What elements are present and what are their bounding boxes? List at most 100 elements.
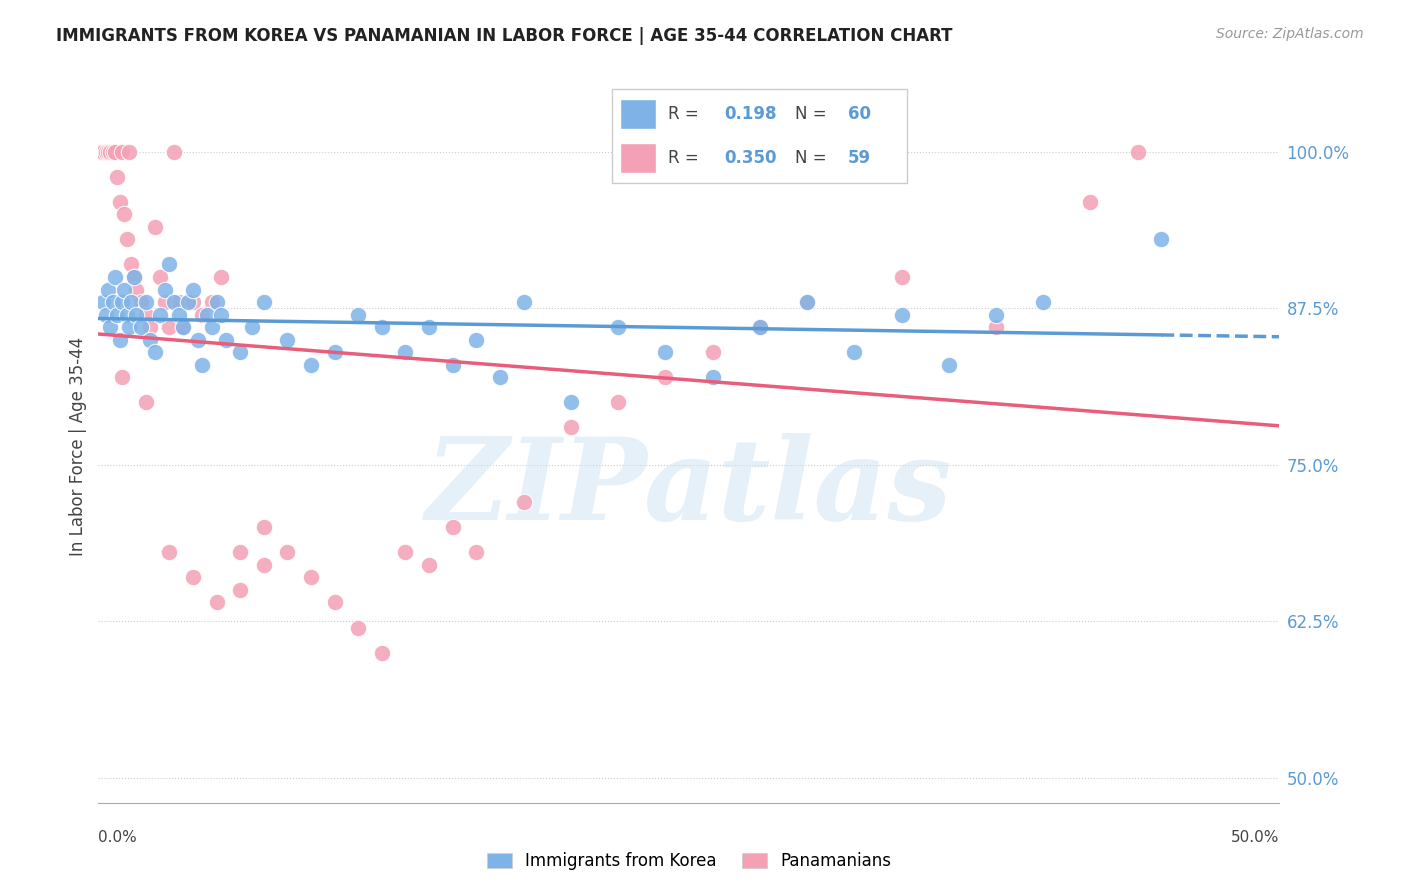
Point <box>394 345 416 359</box>
Point <box>111 370 134 384</box>
Point <box>191 358 214 372</box>
Point <box>607 320 630 334</box>
Point <box>163 145 186 159</box>
Point <box>1080 194 1102 209</box>
Point <box>253 295 276 310</box>
Point <box>139 333 162 347</box>
Point <box>394 545 416 559</box>
Point <box>229 345 252 359</box>
Point <box>347 621 370 635</box>
Point <box>97 145 120 159</box>
Point <box>1126 145 1149 159</box>
Text: 0.198: 0.198 <box>724 105 776 123</box>
Point <box>149 270 172 285</box>
Point <box>205 595 228 609</box>
Text: IMMIGRANTS FROM KOREA VS PANAMANIAN IN LABOR FORCE | AGE 35-44 CORRELATION CHART: IMMIGRANTS FROM KOREA VS PANAMANIAN IN L… <box>56 27 953 45</box>
Point <box>702 345 724 359</box>
Point <box>153 295 176 310</box>
Point <box>157 257 180 271</box>
Point <box>135 308 157 322</box>
Text: ZIPatlas: ZIPatlas <box>426 434 952 544</box>
Point <box>654 345 676 359</box>
Point <box>143 345 166 359</box>
Text: N =: N = <box>794 105 831 123</box>
Point <box>512 495 534 509</box>
Point <box>157 320 180 334</box>
Point <box>253 520 276 534</box>
Point <box>91 145 114 159</box>
Point <box>177 295 200 310</box>
Point <box>209 308 232 322</box>
Point <box>97 283 120 297</box>
Point <box>984 320 1007 334</box>
Text: R =: R = <box>668 105 704 123</box>
Point <box>104 145 127 159</box>
Point <box>1032 295 1054 310</box>
Point <box>135 295 157 310</box>
Point <box>149 308 172 322</box>
Point <box>94 145 117 159</box>
Point <box>118 320 141 334</box>
Point <box>209 270 232 285</box>
Point <box>94 308 117 322</box>
Point <box>101 295 124 310</box>
Point <box>105 308 128 322</box>
Point <box>181 295 204 310</box>
Point <box>323 595 346 609</box>
Point <box>108 333 131 347</box>
Point <box>441 520 464 534</box>
Point <box>125 308 148 322</box>
Point <box>157 545 180 559</box>
Point <box>371 320 394 334</box>
Point <box>465 333 488 347</box>
Point <box>104 270 127 285</box>
Point <box>201 320 224 334</box>
Point <box>418 320 440 334</box>
Point <box>253 558 276 572</box>
Bar <box>620 98 655 129</box>
Point <box>890 308 912 322</box>
Point <box>163 295 186 310</box>
Point <box>195 308 218 322</box>
Point <box>111 295 134 310</box>
Point <box>101 145 124 159</box>
Text: 59: 59 <box>848 149 870 167</box>
Point <box>299 570 322 584</box>
Point <box>91 295 114 310</box>
Point <box>172 320 194 334</box>
Point <box>240 320 263 334</box>
Point <box>560 395 582 409</box>
Point <box>115 232 138 246</box>
Point <box>748 320 770 334</box>
Text: N =: N = <box>794 149 831 167</box>
Point <box>181 283 204 297</box>
Point <box>205 295 228 310</box>
Point <box>98 145 121 159</box>
Point <box>276 333 298 347</box>
Point <box>187 333 209 347</box>
Text: 50.0%: 50.0% <box>1232 830 1279 845</box>
Point <box>181 570 204 584</box>
Legend: Immigrants from Korea, Panamanians: Immigrants from Korea, Panamanians <box>481 846 897 877</box>
Point <box>108 194 131 209</box>
Point <box>191 308 214 322</box>
Point <box>167 308 190 322</box>
Point <box>890 270 912 285</box>
Point <box>115 308 138 322</box>
Point <box>441 358 464 372</box>
Text: 0.0%: 0.0% <box>98 830 138 845</box>
Point <box>215 333 238 347</box>
Point <box>118 145 141 159</box>
Point <box>465 545 488 559</box>
Point <box>347 308 370 322</box>
Point <box>111 145 134 159</box>
Point <box>129 295 152 310</box>
Point <box>323 345 346 359</box>
FancyBboxPatch shape <box>612 89 907 183</box>
Point <box>90 145 112 159</box>
Point <box>172 320 194 334</box>
Point <box>201 295 224 310</box>
Point <box>112 207 135 221</box>
Point <box>489 370 512 384</box>
Y-axis label: In Labor Force | Age 35-44: In Labor Force | Age 35-44 <box>69 336 87 556</box>
